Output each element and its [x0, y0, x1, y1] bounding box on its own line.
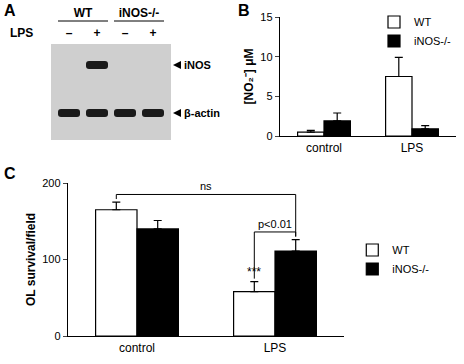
svg-text:A: A: [4, 2, 16, 19]
svg-text:10: 10: [260, 51, 272, 63]
svg-text:200: 200: [42, 177, 60, 189]
svg-text:100: 100: [42, 253, 60, 265]
svg-text:0: 0: [266, 130, 272, 142]
svg-text:p<0.01: p<0.01: [258, 218, 292, 230]
svg-text:15: 15: [260, 11, 272, 23]
svg-text:WT: WT: [414, 16, 431, 28]
svg-text:OL survival/field: OL survival/field: [24, 213, 38, 306]
svg-text:–: –: [122, 26, 129, 40]
svg-text:iNOS-/-: iNOS-/-: [119, 6, 160, 20]
svg-text:–: –: [66, 26, 73, 40]
svg-text:+: +: [149, 26, 156, 40]
svg-text:ns: ns: [200, 180, 212, 192]
html-text:B: B: [238, 2, 250, 19]
svg-text:control: control: [306, 141, 342, 155]
svg-text:iNOS: iNOS: [184, 59, 211, 71]
svg-text:iNOS-/-: iNOS-/-: [414, 35, 451, 47]
svg-text:***: ***: [247, 265, 261, 279]
svg-text:WT: WT: [74, 6, 93, 20]
svg-text:0: 0: [54, 330, 60, 342]
svg-text:iNOS-/-: iNOS-/-: [392, 263, 429, 275]
html-text:C: C: [4, 165, 16, 182]
svg-text:5: 5: [266, 90, 272, 102]
svg-text:[NO₂⁻] μM: [NO₂⁻] μM: [242, 49, 256, 105]
svg-text:+: +: [93, 26, 100, 40]
svg-text:WT: WT: [392, 244, 409, 256]
svg-text:β-actin: β-actin: [184, 107, 220, 119]
svg-text:LPS: LPS: [401, 141, 424, 155]
svg-text:control: control: [119, 341, 155, 355]
svg-text:LPS: LPS: [264, 341, 287, 355]
svg-text:LPS: LPS: [10, 26, 33, 40]
